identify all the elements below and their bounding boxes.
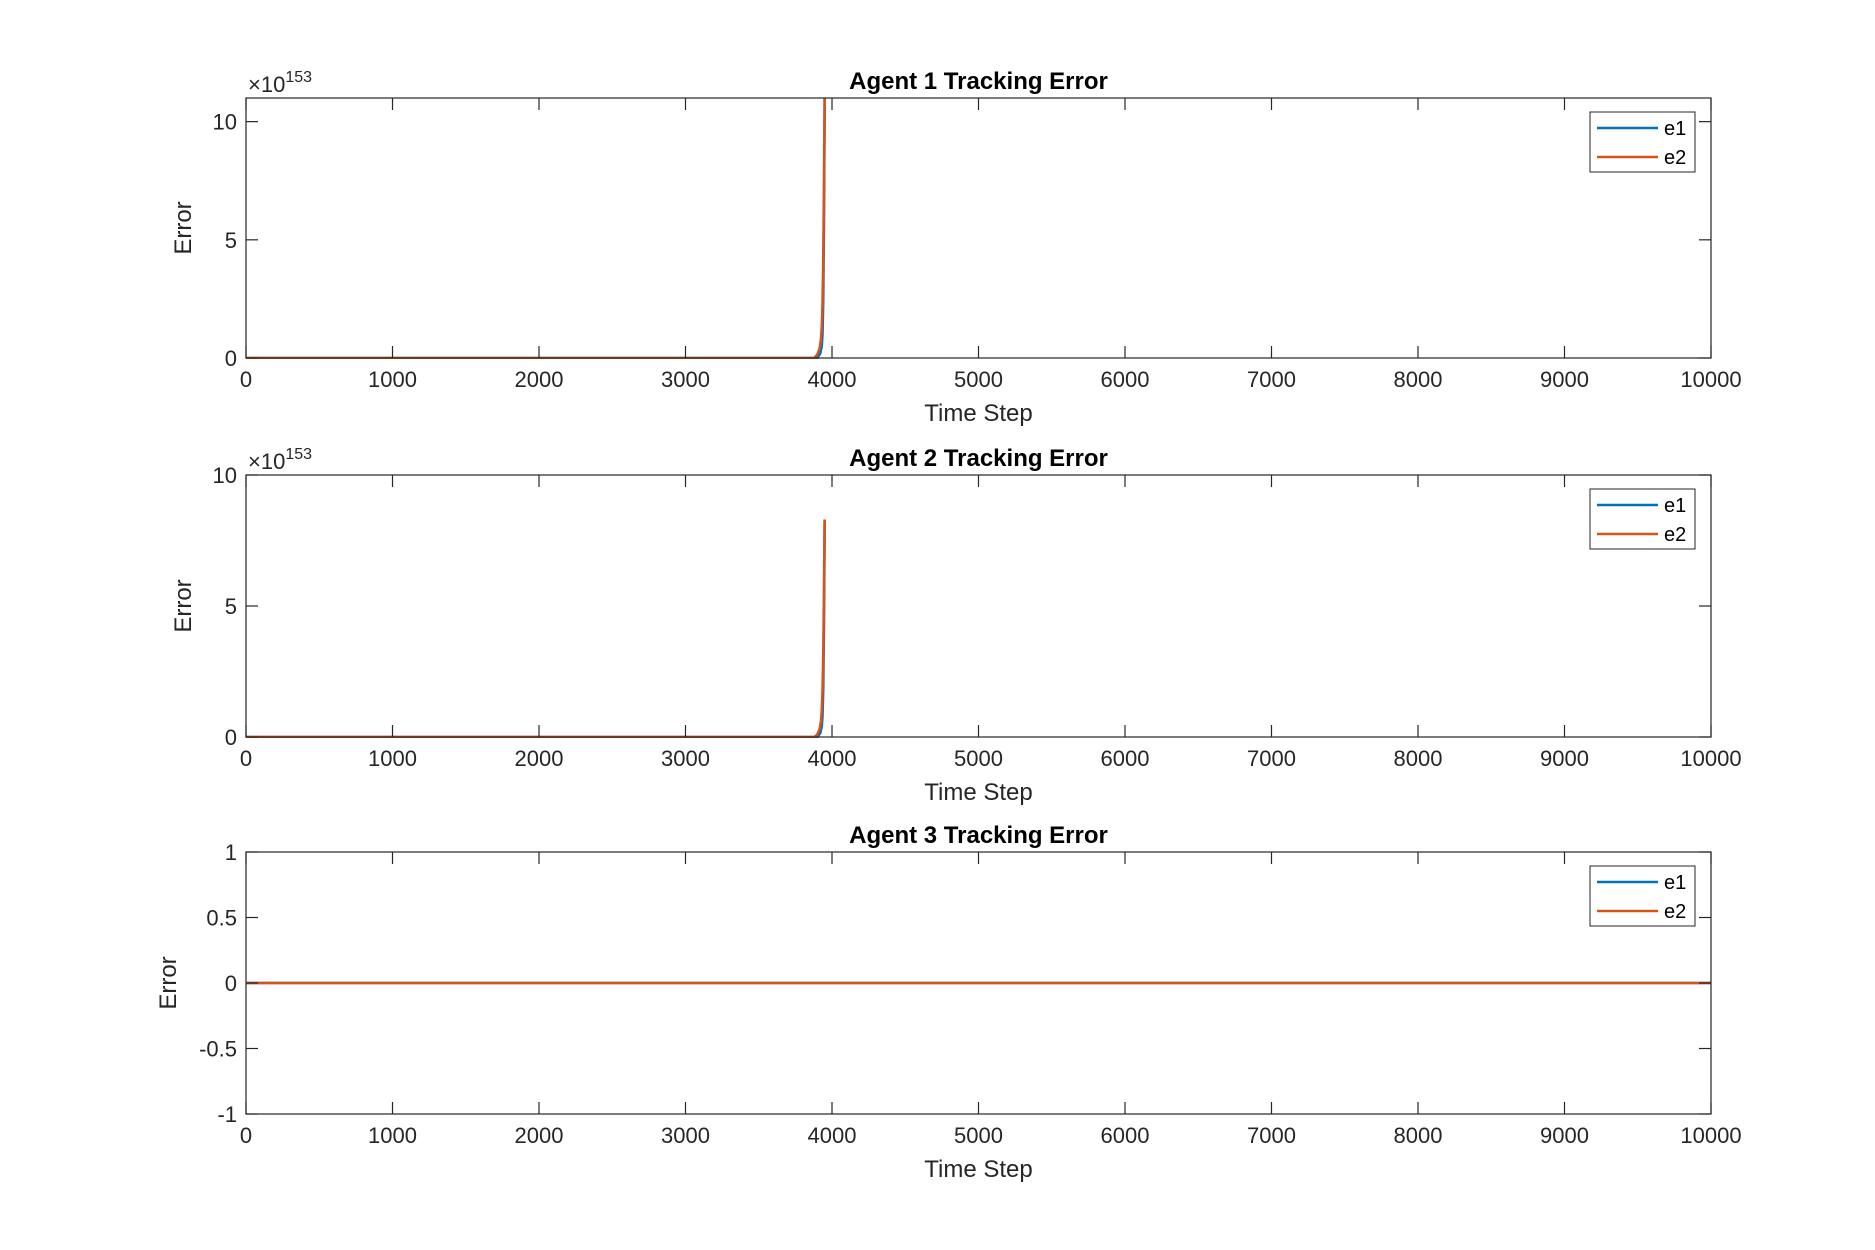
legend-box: [1589, 865, 1696, 927]
x-tick-label: 0: [240, 367, 252, 392]
y-tick-label: 5: [225, 594, 237, 619]
legend-label-e2: e2: [1664, 524, 1686, 546]
x-tick-label: 2000: [515, 746, 564, 771]
y-tick-label: -0.5: [199, 1037, 237, 1062]
chart-title: Agent 1 Tracking Error: [849, 68, 1108, 95]
x-tick-label: 9000: [1540, 367, 1589, 392]
x-tick-label: 3000: [661, 1123, 710, 1148]
y-axis-label: Error: [155, 956, 182, 1009]
x-tick-label: 9000: [1540, 1123, 1589, 1148]
x-tick-label: 1000: [368, 367, 417, 392]
y-tick-label: 5: [225, 228, 237, 253]
y-tick-label: -1: [217, 1102, 237, 1127]
x-tick-label: 5000: [954, 746, 1003, 771]
legend-label-e1: e1: [1664, 872, 1686, 894]
y-tick-label: 10: [213, 110, 237, 135]
x-tick-label: 8000: [1394, 1123, 1443, 1148]
chart-title: Agent 2 Tracking Error: [849, 445, 1108, 472]
x-tick-label: 3000: [661, 367, 710, 392]
x-tick-label: 7000: [1247, 1123, 1296, 1148]
y-tick-label: 10: [213, 463, 237, 488]
x-tick-label: 9000: [1540, 746, 1589, 771]
x-tick-label: 4000: [808, 367, 857, 392]
y-tick-label: 0.5: [206, 906, 237, 931]
y-tick-label: 0: [225, 346, 237, 371]
x-tick-label: 5000: [954, 1123, 1003, 1148]
x-tick-label: 2000: [515, 1123, 564, 1148]
y-tick-label: 0: [225, 971, 237, 996]
x-tick-label: 6000: [1101, 746, 1150, 771]
chart-title: Agent 3 Tracking Error: [849, 822, 1108, 849]
subplot-3: 0 1000 2000 3000 4000 5000 6000 7000 8000 9000 100…: [155, 822, 1742, 1183]
series-line-e2: [246, 519, 826, 738]
y-tick-label: 0: [225, 725, 237, 750]
x-tick-label: 7000: [1247, 746, 1296, 771]
x-tick-label: 5000: [954, 367, 1003, 392]
y-axis-label: Error: [170, 201, 197, 254]
x-tick-label: 4000: [808, 1123, 857, 1148]
x-tick-label: 1000: [368, 746, 417, 771]
x-tick-label: 4000: [808, 746, 857, 771]
series-line-e2: [246, 97, 826, 359]
legend-label-e1: e1: [1664, 118, 1686, 140]
legend-label-e1: e1: [1664, 495, 1686, 517]
x-tick-label: 7000: [1247, 367, 1296, 392]
x-tick-label: 1000: [368, 1123, 417, 1148]
plot-area: [246, 475, 1711, 737]
plot-area: [246, 98, 1711, 358]
x-tick-label: 8000: [1394, 367, 1443, 392]
y-exponent-label: ×10153: [248, 446, 312, 474]
y-exponent-label: ×10153: [248, 69, 312, 97]
x-axis-label: Time Step: [924, 1156, 1032, 1183]
x-axis-label: Time Step: [924, 779, 1032, 806]
legend-label-e2: e2: [1664, 901, 1686, 923]
x-tick-label: 6000: [1101, 367, 1150, 392]
x-tick-label: 10000: [1680, 1123, 1741, 1148]
x-tick-label: 10000: [1680, 746, 1741, 771]
legend-box: [1589, 488, 1696, 550]
x-tick-label: 0: [240, 746, 252, 771]
x-tick-label: 3000: [661, 746, 710, 771]
x-tick-label: 6000: [1101, 1123, 1150, 1148]
legend-label-e2: e2: [1664, 147, 1686, 169]
x-tick-label: 10000: [1680, 367, 1741, 392]
x-tick-label: 8000: [1394, 746, 1443, 771]
x-tick-label: 2000: [515, 367, 564, 392]
y-tick-label: 1: [225, 840, 237, 865]
legend-box: [1589, 111, 1696, 173]
subplot-1: 0 1000 2000 3000 4000 5000 6000 7000 8000 9000 100…: [170, 68, 1742, 427]
y-axis-label: Error: [170, 579, 197, 632]
x-tick-label: 0: [240, 1123, 252, 1148]
x-axis-label: Time Step: [924, 400, 1032, 427]
subplot-2: 0 1000 2000 3000 4000 5000 6000 7000 8000 9000 100…: [170, 445, 1742, 806]
